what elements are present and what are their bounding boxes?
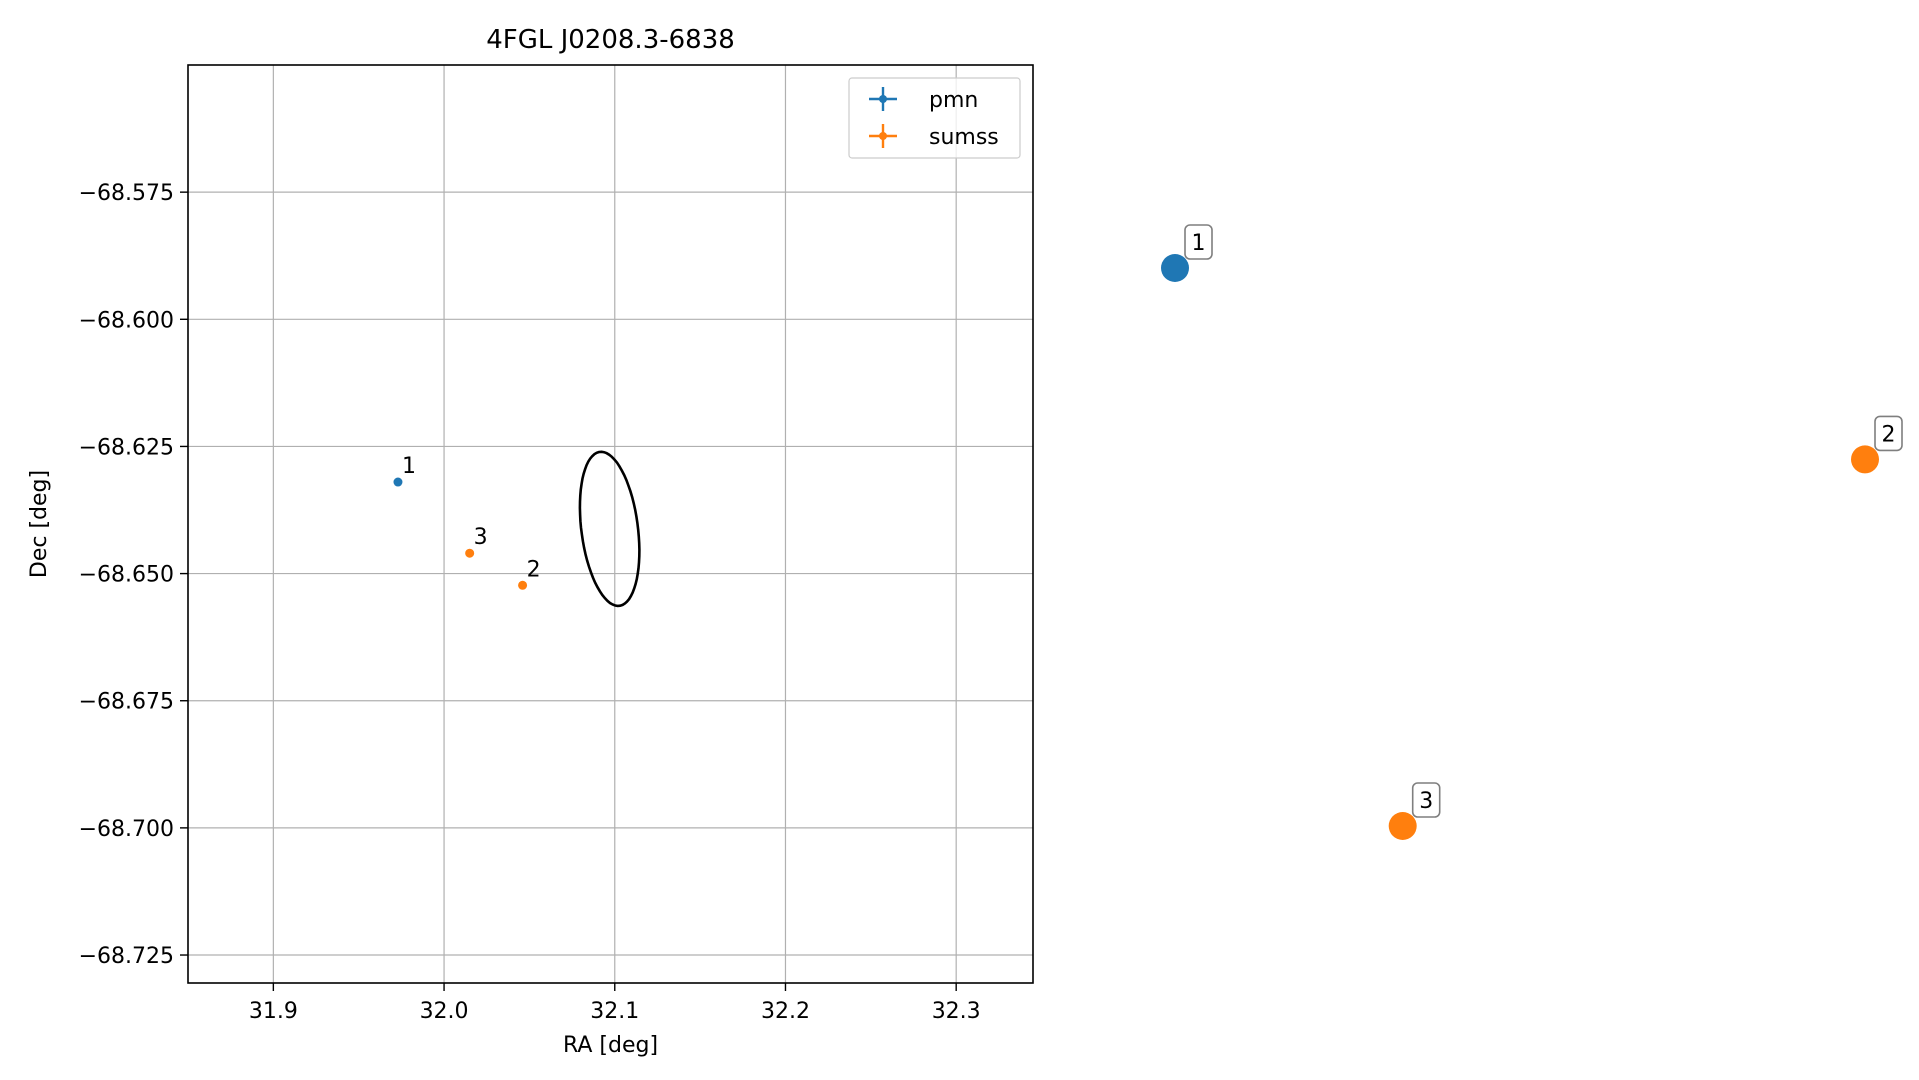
y-tick-label: −68.700 xyxy=(79,817,174,842)
legend-entries: pmn sumss xyxy=(869,87,999,150)
data-point-sumss xyxy=(518,580,528,590)
localization-ellipse-group xyxy=(578,450,641,608)
side-panel-label-box xyxy=(1184,224,1213,260)
legend: pmn sumss xyxy=(848,77,1021,159)
data-point-label: 3 xyxy=(474,525,488,550)
side-panel: 1 2 3 xyxy=(1161,224,1903,840)
localization-ellipse xyxy=(578,450,641,608)
data-points: 1 2 3 xyxy=(393,454,541,590)
legend-marker-dot xyxy=(879,95,887,103)
y-tick-label: −68.625 xyxy=(79,435,174,460)
y-tick-label: −68.575 xyxy=(79,181,174,206)
y-tick-label: −68.650 xyxy=(79,563,174,588)
side-panel-label-box xyxy=(1874,415,1903,452)
y-tick-label: −68.675 xyxy=(79,690,174,715)
chart-title: 4FGL J0208.3-6838 xyxy=(486,25,735,55)
y-axis-label: Dec [deg] xyxy=(27,470,52,578)
legend-label-sumss: sumss xyxy=(929,125,999,150)
side-panel-label: 3 xyxy=(1419,789,1433,814)
data-point-sumss xyxy=(465,548,475,558)
data-point-pmn xyxy=(393,477,403,487)
legend-label-pmn: pmn xyxy=(929,88,978,113)
data-point-label: 2 xyxy=(527,557,541,582)
x-tick-label: 32.0 xyxy=(420,999,469,1024)
x-tick-label: 32.1 xyxy=(590,999,639,1024)
side-panel-label-box xyxy=(1411,782,1441,818)
y-tick-label: −68.600 xyxy=(79,308,174,333)
side-panel-label: 1 xyxy=(1192,231,1206,256)
x-axis-label: RA [deg] xyxy=(563,1033,658,1058)
legend-marker-dot xyxy=(879,132,887,140)
grid-lines xyxy=(188,65,1033,983)
plot-frame xyxy=(187,64,1034,984)
x-tick-label: 32.2 xyxy=(761,999,810,1024)
x-tick-label: 32.3 xyxy=(932,999,981,1024)
side-panel-point xyxy=(1161,254,1189,282)
side-panel-label: 2 xyxy=(1882,422,1896,447)
data-point-label: 1 xyxy=(402,454,416,479)
side-panel-point xyxy=(1388,812,1417,840)
axis-ticks: 31.9 32.0 32.1 32.2 32.3 −68.575 −68.600 −68.62… xyxy=(79,181,981,1024)
y-tick-label: −68.725 xyxy=(79,944,174,969)
x-tick-label: 31.9 xyxy=(249,999,298,1024)
side-panel-point xyxy=(1851,445,1879,474)
